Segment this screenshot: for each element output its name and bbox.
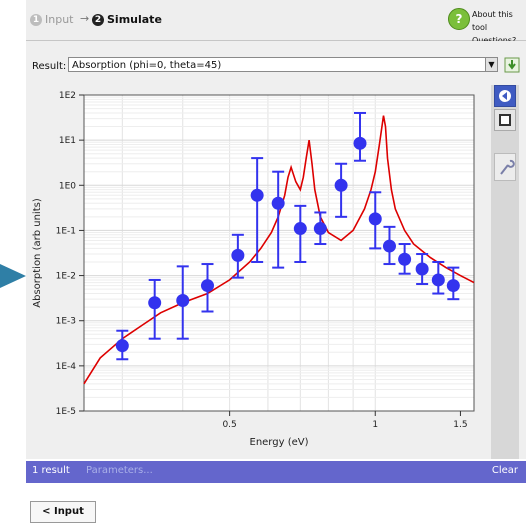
step-simulate-number: 2: [92, 13, 104, 26]
collapse-arrow-icon: [499, 90, 511, 102]
data-point: [250, 188, 264, 202]
result-dropdown[interactable]: Absorption (phi=0, theta=45): [68, 57, 498, 72]
data-point: [446, 279, 460, 293]
collapse-panel-button[interactable]: [494, 85, 516, 107]
plot-side-toolbar: [491, 85, 519, 459]
expand-arrow-icon[interactable]: [0, 264, 26, 288]
plot-frame: [83, 94, 475, 412]
settings-tool-button[interactable]: [494, 153, 516, 181]
step-arrow-icon: →: [80, 12, 90, 25]
x-tick-label: 0.5: [222, 420, 236, 430]
x-tick-label: 1.5: [453, 420, 467, 430]
y-tick-label: 1E-3: [56, 317, 76, 327]
data-point: [200, 279, 214, 293]
clear-button[interactable]: Clear: [491, 465, 518, 476]
wizard-header: 1 Input → 2 Simulate ? About this tool Q…: [26, 0, 526, 45]
y-tick-label: 1E-5: [56, 407, 76, 417]
y-tick-label: 1E1: [59, 136, 76, 146]
data-point: [415, 262, 429, 276]
step-input[interactable]: 1 Input: [30, 13, 73, 26]
x-axis-label: Energy (eV): [250, 437, 309, 448]
help-icon[interactable]: ?: [448, 8, 470, 30]
status-bar: 1 result Parameters... Clear: [26, 461, 526, 483]
y-axis-label: Absorption (arb units): [32, 198, 43, 308]
back-to-input-button[interactable]: < Input: [30, 501, 96, 523]
data-point: [148, 296, 162, 310]
step-input-label: Input: [45, 13, 74, 26]
download-icon[interactable]: [504, 56, 520, 73]
data-point: [231, 248, 245, 262]
data-point: [271, 196, 285, 210]
data-point: [313, 222, 327, 236]
y-tick-label: 1E2: [59, 91, 76, 101]
data-point: [334, 178, 348, 192]
y-tick-label: 1E-1: [56, 226, 76, 236]
data-point: [176, 294, 190, 308]
data-point: [293, 222, 307, 236]
data-point: [398, 252, 412, 266]
about-tool-link[interactable]: About this tool: [472, 10, 513, 32]
data-point: [353, 136, 367, 150]
frame-icon: [499, 114, 511, 126]
result-label: Result:: [32, 61, 67, 72]
data-point: [431, 273, 445, 287]
about-tool-links[interactable]: About this tool Questions?: [472, 8, 526, 47]
simulated-absorption-curve: [83, 115, 475, 385]
dropdown-arrow-icon[interactable]: ▼: [485, 57, 498, 72]
y-tick-label: 1E-4: [56, 362, 77, 372]
data-point: [115, 339, 129, 353]
step-input-number: 1: [30, 13, 42, 26]
x-tick-label: 1: [372, 420, 378, 430]
y-tick-label: 1E-2: [56, 272, 76, 282]
absorption-plot[interactable]: 1E-5 1E-4 1E-3 1E-2 1E-1 1E0 1E1 1E2 0.5 1 1.5 Ener…: [26, 85, 488, 459]
data-point: [368, 212, 382, 226]
frame-view-button[interactable]: [494, 109, 516, 131]
questions-link[interactable]: Questions?: [472, 34, 526, 47]
result-dropdown-value: Absorption (phi=0, theta=45): [72, 60, 222, 71]
parameters-link[interactable]: Parameters...: [86, 465, 153, 476]
result-panel: Result: Absorption (phi=0, theta=45) ▼ 1…: [26, 41, 526, 459]
wrench-icon: [500, 159, 515, 175]
y-tick-label: 1E0: [59, 181, 76, 191]
result-count: 1 result: [32, 465, 70, 476]
data-point: [382, 239, 396, 253]
step-simulate[interactable]: 2 Simulate: [92, 13, 162, 26]
step-simulate-label: Simulate: [107, 13, 162, 26]
